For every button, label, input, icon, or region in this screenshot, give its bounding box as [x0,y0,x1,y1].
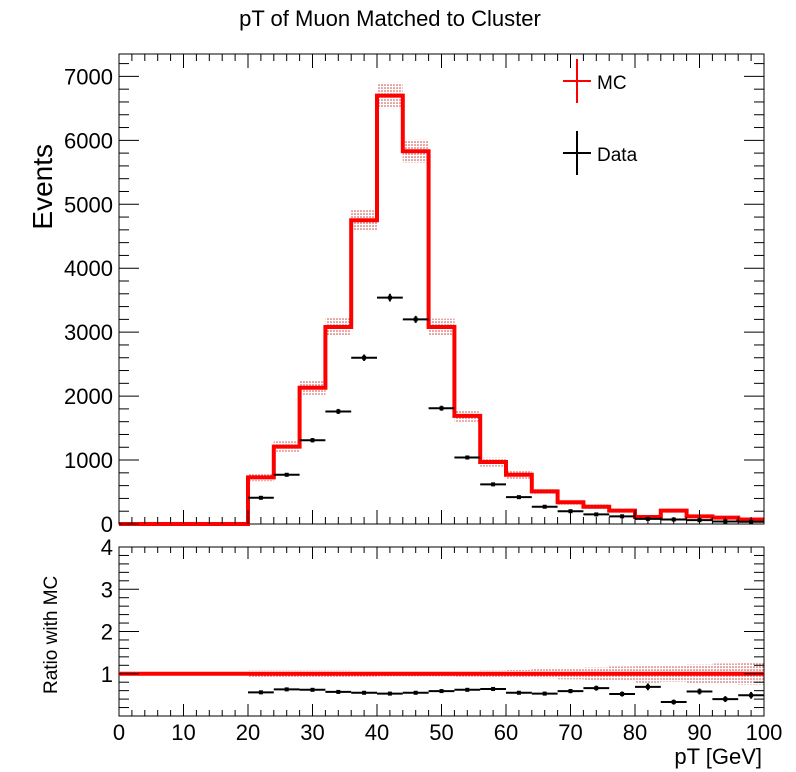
y-tick-label: 1 [101,662,113,687]
legend-entry-data: Data [563,131,638,175]
data-point [273,687,300,692]
data-point [299,687,326,692]
mc-error-band [248,82,764,521]
data-point [609,514,635,519]
data-point [635,683,661,691]
data-point [248,495,274,500]
x-tick-label: 50 [429,720,453,745]
ratio-panel: 0 10 20 30 40 50 60 70 80 90 100 1 2 3 4 Ratio with M… [41,535,782,769]
main-histogram-panel: 0 1000 2000 3000 4000 5000 6000 7000 Events MC … [27,53,765,537]
data-point [428,405,455,411]
x-tick-label: 70 [558,720,582,745]
x-tick-label: 80 [623,720,647,745]
main-y-ticks: 0 1000 2000 3000 4000 5000 6000 7000 [64,63,764,537]
data-point [454,455,481,460]
data-point [712,696,739,703]
data-point [609,691,635,697]
mc-histogram-line [119,93,764,526]
x-axis-label: pT [GeV] [674,744,762,769]
y-tick-label: 4 [101,535,113,560]
y-tick-label: 3 [101,577,113,602]
data-point [454,687,481,692]
data-point [583,685,610,691]
data-point [428,689,455,694]
y-tick-label: 0 [101,512,113,537]
data-point [377,691,403,696]
data-point [351,354,377,361]
data-point [299,437,326,443]
main-plot-frame [118,53,765,525]
data-point [660,699,687,705]
legend: MC Data [563,59,638,175]
x-tick-label: 20 [236,720,260,745]
data-point [325,689,352,694]
x-tick-label: 10 [171,720,195,745]
y-tick-label: 2 [101,620,113,645]
data-point [480,686,506,691]
data-point [738,691,764,699]
y-tick-label: 6000 [64,128,113,153]
ratio-x-ticks: 0 10 20 30 40 50 60 70 80 90 100 [113,547,782,745]
data-point [273,472,300,477]
legend-entry-mc: MC [563,59,627,103]
x-tick-label: 0 [113,720,125,745]
ratio-data-points [248,683,764,705]
chart-title: pT of Muon Matched to Cluster [239,6,541,31]
y-tick-label: 5000 [64,192,113,217]
data-point [531,691,558,696]
data-point [557,688,584,694]
data-point [402,315,429,323]
data-point [480,482,506,487]
y-tick-label: 2000 [64,384,113,409]
data-point [583,512,610,517]
x-tick-label: 100 [746,720,783,745]
y-tick-label: 7000 [64,64,113,89]
x-tick-label: 40 [365,720,389,745]
data-point [248,690,274,695]
y-tick-label: 4000 [64,256,113,281]
data-point [506,495,532,500]
legend-label-data: Data [597,145,638,166]
data-point [531,504,558,509]
data-point [351,690,377,695]
data-point [402,690,429,695]
data-point [325,408,352,415]
x-tick-label: 30 [300,720,324,745]
ratio-y-ticks: 1 2 3 4 [101,535,764,717]
y-tick-label: 1000 [64,448,113,473]
x-tick-label: 60 [494,720,518,745]
data-point [686,688,713,695]
data-point [377,293,403,302]
legend-label-mc: MC [597,73,627,94]
data-point [506,690,532,695]
main-y-axis-label: Events [27,144,58,230]
ratio-y-axis-label: Ratio with MC [41,576,62,694]
x-tick-label: 90 [687,720,711,745]
y-tick-label: 3000 [64,320,113,345]
main-x-ticks [118,54,765,524]
